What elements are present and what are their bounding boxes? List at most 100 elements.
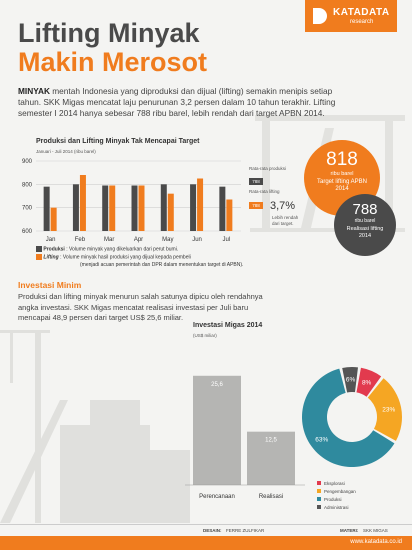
bar-produksi xyxy=(219,186,226,231)
intro-paragraph: MINYAK mentah Indonesia yang diproduksi … xyxy=(18,86,348,120)
legend-produksi-label: Produksi xyxy=(43,246,65,253)
avg-lifting-label: Rata-rata lifting xyxy=(249,189,280,194)
x-tick-label: Mar xyxy=(104,237,114,243)
intro-text: mentah Indonesia yang diproduksi dan dij… xyxy=(18,86,336,119)
intro-lead: MINYAK xyxy=(18,86,50,96)
chart1-title: Produksi dan Lifting Minyak Tak Mencapai… xyxy=(36,138,200,145)
site-url[interactable]: www.katadata.co.id xyxy=(350,539,402,545)
decline-value: 3,7% xyxy=(270,200,296,212)
bar-produksi xyxy=(190,184,197,231)
donut-legend-swatch xyxy=(317,505,321,509)
donut-value-label: 6% xyxy=(346,377,356,384)
legend-lifting: Lifting : Volume minyak hasil produksi y… xyxy=(36,254,191,260)
bar-produksi xyxy=(72,184,79,231)
bar-value-label: 25,6 xyxy=(211,382,223,388)
donut-legend-swatch xyxy=(317,481,321,485)
donut-legend-label: Pengembangan xyxy=(324,489,356,494)
x-tick-label: May xyxy=(162,237,173,243)
bar-lifting xyxy=(79,175,86,231)
bar-produksi xyxy=(43,186,50,231)
target-unit: ribu barel xyxy=(330,171,354,177)
avg-lifting-badge: 788 xyxy=(249,202,263,209)
chart1-subtitle: Januari - Juli 2014 (ribu barel) xyxy=(36,149,96,154)
bottom-bar: www.katadata.co.id xyxy=(0,536,412,550)
y-tick-label: 900 xyxy=(22,159,33,165)
donut-legend-label: Eksplorasi xyxy=(324,481,345,486)
bar-value-label: 12,5 xyxy=(265,438,277,444)
brand-name: KATADATA xyxy=(333,7,390,18)
source-value: SKK MIGAS xyxy=(363,528,388,533)
donut-legend-label: Produksi xyxy=(324,497,342,502)
donut-slice xyxy=(356,367,382,397)
page-title-line2: Makin Merosot xyxy=(18,47,208,77)
x-tick-label: Feb xyxy=(75,237,86,243)
avg-production-label: Rata-rata produksi xyxy=(249,166,287,171)
x-tick-label: Apr xyxy=(134,237,143,243)
design-value: FERRE ZULFIKAR xyxy=(226,528,265,533)
section2-text: Produksi dan lifting minyak menurun sala… xyxy=(18,292,263,322)
page-title-line1: Lifting Minyak xyxy=(18,18,200,48)
y-tick-label: 800 xyxy=(22,182,33,188)
donut-legend: Eksplorasi Pengembangan Produksi Administra… xyxy=(317,480,356,512)
real-label: Realisasi lifting 2014 xyxy=(346,226,384,239)
bar-lifting xyxy=(226,199,233,231)
x-tick-label: Jan xyxy=(46,237,56,243)
legend-produksi-desc: : Volume minyak yang dikeluarkan dari pe… xyxy=(66,246,179,253)
chart2-subtitle: (US$ miliar) xyxy=(193,333,217,338)
bar-category-label: Realisasi xyxy=(259,494,283,500)
investment-bar-chart: 25,6 Perencanaan 12,5 Realisasi xyxy=(185,375,305,500)
donut-legend-swatch xyxy=(317,489,321,493)
real-value: 788 xyxy=(352,201,378,218)
legend-lifting-label: Lifting xyxy=(43,254,59,261)
donut-value-label: 8% xyxy=(362,379,372,386)
katadata-logo-icon xyxy=(313,8,327,24)
decline-label: Lebih rendah dari target. xyxy=(272,215,299,226)
production-lifting-bar-chart: 600 700 800 900 Jan Feb Mar Apr May Jun Jul xyxy=(22,159,241,243)
bar-lifting xyxy=(109,185,116,231)
bar-category-label: Perencanaan xyxy=(199,494,235,500)
real-unit: ribu barel xyxy=(354,218,376,224)
bar-produksi xyxy=(131,185,138,231)
design-label: DESAIN: xyxy=(203,528,222,533)
legend-lifting-swatch xyxy=(36,254,42,260)
avg-production-badge: 788 xyxy=(249,178,263,185)
brand-sub: research xyxy=(350,19,374,25)
donut-legend-item: Administrasi xyxy=(317,504,356,512)
brand-logo: KATADATA research xyxy=(305,0,397,32)
donut-legend-label: Administrasi xyxy=(324,505,349,510)
donut-value-label: 63% xyxy=(315,436,328,443)
footer: DESAIN: FERRE ZULFIKAR MATERI: SKK MIGAS xyxy=(0,524,412,537)
investment-donut-chart: 8% 23% 63% 6% xyxy=(302,367,402,467)
legend-lifting-desc2: (menjadi acuan pemerintah dan DPR dalam … xyxy=(80,262,244,268)
donut-slice xyxy=(302,368,395,467)
investment-bar xyxy=(193,375,241,485)
donut-value-label: 23% xyxy=(382,407,395,414)
legend-produksi: Produksi : Volume minyak yang dikeluarka… xyxy=(36,246,178,252)
source-label: MATERI: xyxy=(340,528,359,533)
bar-lifting xyxy=(197,178,204,231)
bar-lifting xyxy=(138,185,145,231)
target-value: 818 xyxy=(326,149,358,170)
investment-bar xyxy=(247,431,295,485)
bar-produksi xyxy=(160,184,167,231)
donut-legend-swatch xyxy=(317,497,321,501)
bar-lifting xyxy=(167,193,174,231)
legend-produksi-swatch xyxy=(36,246,42,252)
bar-lifting xyxy=(50,207,57,231)
realisasi-lifting-circle: 788 ribu barel Realisasi lifting 2014 xyxy=(334,194,396,256)
y-tick-label: 600 xyxy=(22,229,33,235)
bar-produksi xyxy=(102,185,109,231)
x-tick-label: Jul xyxy=(223,237,231,243)
donut-legend-item: Produksi xyxy=(317,496,356,504)
legend-lifting-desc: : Volume minyak hasil produksi yang diju… xyxy=(60,254,191,261)
chart2-title: Investasi Migas 2014 xyxy=(193,322,263,329)
target-label: Target lifting APBN 2014 xyxy=(316,179,368,192)
section2-heading: Investasi Minim xyxy=(18,280,82,290)
y-tick-label: 700 xyxy=(22,206,33,212)
x-tick-label: Jun xyxy=(192,237,202,243)
donut-legend-item: Pengembangan xyxy=(317,488,356,496)
donut-legend-item: Eksplorasi xyxy=(317,480,356,488)
donut-slice xyxy=(342,367,358,393)
donut-slice xyxy=(367,378,402,441)
